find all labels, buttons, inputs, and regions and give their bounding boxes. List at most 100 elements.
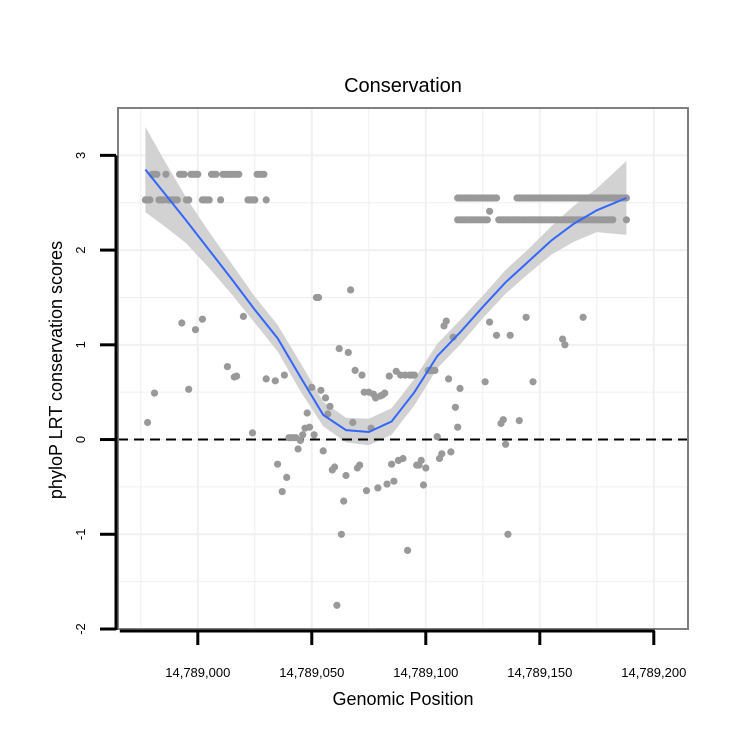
data-point	[198, 315, 206, 323]
data-point	[410, 371, 418, 379]
data-point	[374, 484, 382, 492]
data-point	[529, 378, 537, 386]
data-point	[294, 445, 302, 453]
data-point	[331, 463, 339, 471]
data-point	[404, 546, 412, 555]
data-point	[454, 423, 462, 431]
data-point	[271, 377, 279, 385]
data-point	[388, 460, 396, 468]
data-point	[239, 312, 247, 320]
data-point	[431, 366, 439, 374]
data-point	[150, 389, 159, 397]
data-point	[260, 170, 268, 178]
smooth-trend-line	[144, 168, 627, 434]
data-point	[559, 335, 567, 343]
data-point	[486, 318, 494, 326]
data-point	[344, 348, 352, 356]
data-point	[342, 471, 350, 480]
data-point	[502, 440, 510, 448]
data-point	[492, 331, 501, 339]
data-point	[299, 431, 307, 439]
data-point	[262, 375, 270, 383]
data-point	[278, 488, 286, 496]
data-point	[262, 196, 270, 204]
data-point	[504, 530, 512, 538]
data-point	[185, 196, 193, 204]
y-axis-label: phyloP LRT conservation scores	[46, 241, 66, 499]
x-tick-label: 14,789,050	[279, 665, 344, 680]
data-point	[483, 216, 491, 224]
data-point	[146, 196, 154, 204]
data-point	[447, 448, 455, 456]
data-point	[205, 196, 213, 204]
data-point	[451, 403, 459, 411]
panel-border	[117, 107, 689, 630]
data-point	[303, 409, 311, 417]
data-point	[235, 170, 243, 178]
data-point	[358, 371, 366, 379]
data-point	[385, 372, 393, 380]
data-point	[486, 207, 494, 215]
y-tick-label: -1	[73, 529, 88, 541]
chart-title: Conservation	[344, 75, 462, 97]
y-tick-label: 0	[73, 436, 88, 443]
x-axis-label: Genomic Position	[332, 689, 473, 709]
data-point	[194, 170, 202, 178]
data-point	[321, 394, 330, 402]
data-point	[317, 386, 325, 394]
data-point	[233, 372, 241, 380]
data-point	[362, 487, 371, 495]
data-point	[333, 601, 341, 609]
data-point	[442, 317, 450, 325]
data-point	[251, 196, 259, 204]
data-point	[144, 418, 152, 427]
data-point	[178, 319, 186, 327]
data-points	[141, 170, 631, 609]
data-point	[417, 456, 425, 464]
data-point	[579, 313, 587, 321]
data-point	[399, 454, 407, 463]
data-point	[326, 402, 334, 410]
data-point	[351, 366, 359, 374]
y-tick-label: 2	[73, 246, 88, 253]
data-point	[310, 431, 318, 439]
data-point	[191, 326, 200, 334]
plot-panel	[117, 107, 689, 630]
data-point	[212, 170, 220, 178]
data-point	[305, 423, 314, 431]
data-point	[349, 418, 357, 427]
data-point	[433, 433, 441, 441]
y-axis: -2 -1 0 1 2 3	[73, 152, 118, 635]
data-point	[337, 530, 345, 538]
x-tick-label: 14,789,200	[621, 665, 686, 680]
data-point	[356, 461, 364, 469]
data-point	[381, 389, 389, 397]
data-point	[383, 480, 391, 488]
data-point	[162, 170, 170, 178]
data-point	[445, 375, 453, 383]
data-point	[319, 447, 327, 455]
data-point	[347, 286, 355, 294]
data-point	[340, 497, 348, 505]
data-point	[280, 371, 288, 379]
data-point	[622, 216, 631, 224]
data-point	[335, 345, 343, 353]
data-point	[217, 196, 225, 204]
data-point	[456, 384, 464, 392]
data-point	[185, 385, 193, 393]
data-point	[153, 170, 161, 178]
data-point	[492, 194, 501, 202]
data-point	[422, 464, 430, 472]
y-tick-label: 1	[73, 341, 88, 348]
data-point	[180, 170, 188, 178]
x-tick-label: 14,789,000	[165, 665, 230, 680]
data-point	[481, 378, 489, 386]
data-point	[561, 341, 569, 349]
data-point	[308, 383, 316, 391]
data-point	[296, 436, 304, 445]
data-point	[419, 481, 428, 489]
data-point	[248, 429, 257, 437]
y-tick-label: -2	[73, 623, 88, 635]
data-point	[609, 216, 617, 224]
